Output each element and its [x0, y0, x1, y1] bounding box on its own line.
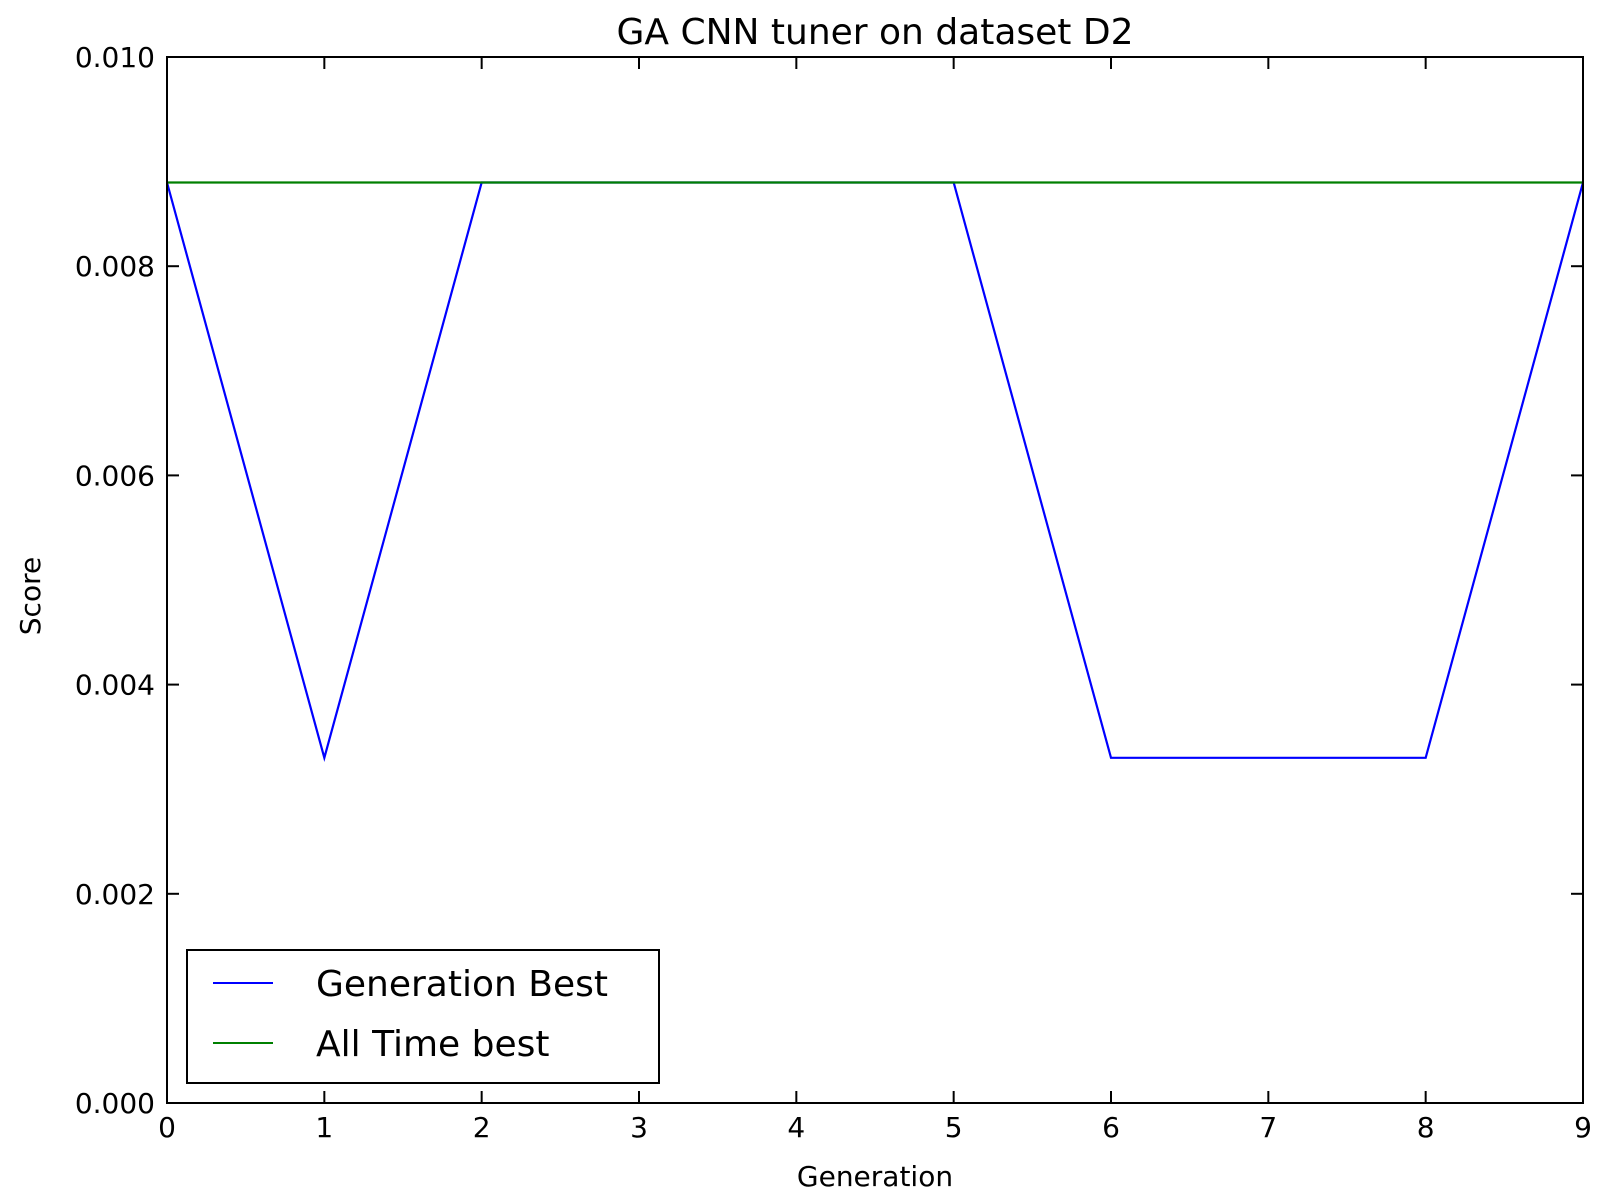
- legend-box: [186, 949, 660, 1084]
- legend: Generation Best All Time best: [186, 949, 660, 1084]
- axis-ticks: 0 1 2 3 4 5 6 7 8 9 0.000 0.002 0.004 0.006 0.008 0.010: [75, 41, 1592, 1144]
- y-tick-label: 0.008: [75, 250, 155, 283]
- x-tick-label: 3: [630, 1111, 648, 1144]
- y-tick-label: 0.000: [75, 1087, 155, 1120]
- x-tick-label: 6: [1102, 1111, 1120, 1144]
- x-tick-label: 4: [787, 1111, 805, 1144]
- y-tick-label: 0.010: [75, 41, 155, 74]
- y-axis-label: Score: [14, 557, 47, 635]
- x-tick-label: 5: [945, 1111, 963, 1144]
- y-tick-label: 0.002: [75, 878, 155, 911]
- legend-label-generation-best: Generation Best: [316, 964, 608, 1005]
- y-tick-label: 0.006: [75, 459, 155, 492]
- y-tick-label: 0.004: [75, 669, 155, 702]
- x-tick-label: 1: [315, 1111, 333, 1144]
- legend-label-all-time-best: All Time best: [316, 1024, 550, 1065]
- x-tick-label: 7: [1259, 1111, 1277, 1144]
- x-tick-label: 8: [1417, 1111, 1435, 1144]
- plot-frame: [166, 56, 1584, 1104]
- x-tick-label: 2: [473, 1111, 491, 1144]
- x-tick-label: 9: [1574, 1111, 1592, 1144]
- x-axis-label: Generation: [797, 1160, 953, 1193]
- x-tick-label: 0: [158, 1111, 176, 1144]
- chart-title: GA CNN tuner on dataset D2: [616, 12, 1133, 53]
- plot-series: [165, 181, 1585, 762]
